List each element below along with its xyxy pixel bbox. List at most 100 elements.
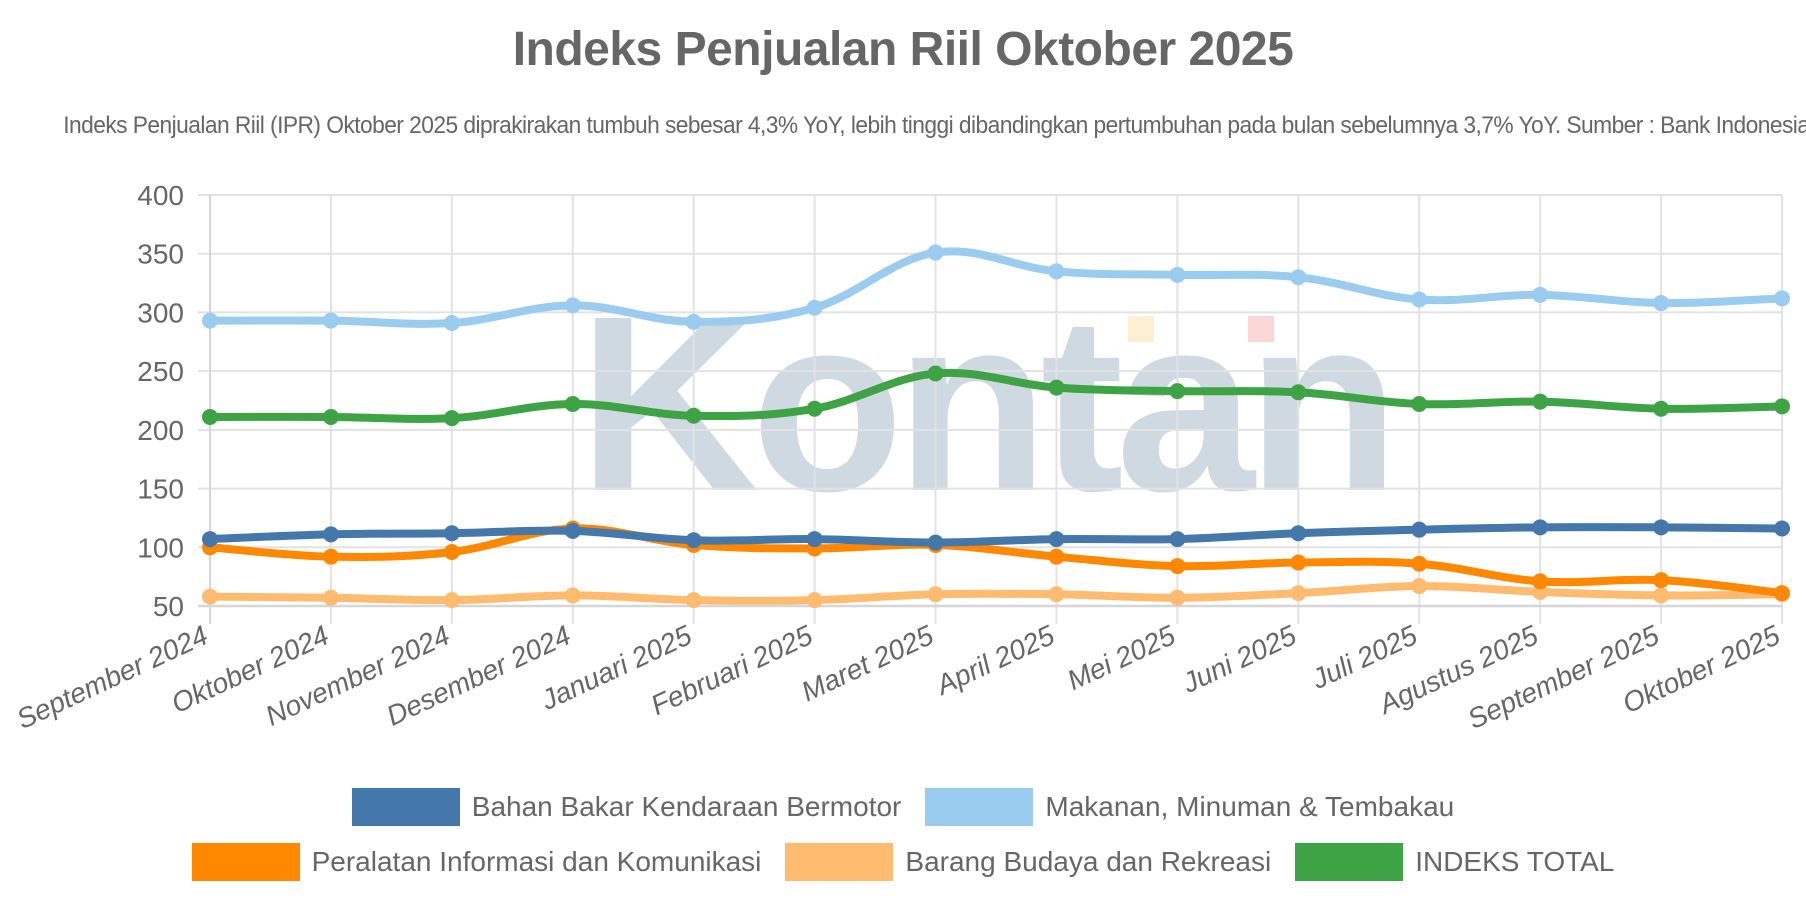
data-point[interactable] (685, 592, 702, 609)
data-point[interactable] (1774, 585, 1790, 602)
data-point[interactable] (685, 532, 702, 549)
legend-item-makanan[interactable]: Makanan, Minuman & Tembakau (925, 788, 1454, 826)
legend-item-barang-budaya[interactable]: Barang Budaya dan Rekreasi (785, 843, 1271, 881)
data-point[interactable] (322, 312, 339, 329)
data-point[interactable] (1048, 379, 1065, 396)
data-point[interactable] (1048, 531, 1065, 548)
data-point[interactable] (927, 365, 944, 382)
data-point[interactable] (1290, 554, 1307, 571)
data-point[interactable] (443, 592, 460, 609)
data-point[interactable] (322, 589, 339, 606)
data-point[interactable] (1169, 266, 1186, 283)
data-point[interactable] (1290, 525, 1307, 542)
y-tick-label: 400 (137, 180, 184, 211)
data-point[interactable] (1169, 531, 1186, 548)
y-tick-label: 150 (137, 474, 184, 505)
y-tick-label: 100 (137, 532, 184, 563)
data-point[interactable] (322, 548, 339, 565)
legend-item-indeks-total[interactable]: INDEKS TOTAL (1295, 843, 1614, 881)
data-point[interactable] (1048, 263, 1065, 280)
data-point[interactable] (806, 531, 823, 548)
legend-label: Barang Budaya dan Rekreasi (905, 846, 1272, 877)
data-point[interactable] (322, 408, 339, 425)
data-point[interactable] (1532, 519, 1549, 536)
data-point[interactable] (443, 314, 460, 331)
kontan-watermark: Kontan (579, 264, 1400, 543)
legend-item-bahan-bakar[interactable]: Bahan Bakar Kendaraan Bermotor (351, 788, 902, 826)
legend-item-peralatan[interactable]: Peralatan Informasi dan Komunikasi (191, 843, 762, 881)
data-point[interactable] (1290, 384, 1307, 401)
data-point[interactable] (564, 297, 581, 314)
data-point[interactable] (806, 400, 823, 417)
x-tick-label: Maret 2025 (797, 619, 939, 707)
data-point[interactable] (1774, 398, 1790, 415)
data-point[interactable] (322, 526, 339, 543)
y-tick-label: 50 (153, 591, 184, 622)
x-tick-label: Juni 2025 (1177, 619, 1301, 699)
y-axis: 50 100 150 200 250 300 350 400 (137, 180, 184, 622)
data-point[interactable] (1169, 558, 1186, 575)
data-point[interactable] (1169, 383, 1186, 400)
y-tick-label: 350 (137, 239, 184, 270)
chart-series (202, 244, 1790, 609)
data-point[interactable] (806, 592, 823, 609)
data-point[interactable] (1048, 586, 1065, 603)
data-point[interactable] (806, 299, 823, 316)
data-point[interactable] (927, 534, 944, 551)
data-point[interactable] (564, 587, 581, 604)
legend-row-2: Peralatan Informasi dan Komunikasi Baran… (0, 843, 1806, 881)
data-point[interactable] (443, 410, 460, 427)
series-indeks-total[interactable] (202, 365, 1790, 427)
data-point[interactable] (564, 522, 581, 539)
data-point[interactable] (1411, 578, 1428, 595)
data-point[interactable] (1653, 587, 1670, 604)
data-point[interactable] (685, 313, 702, 330)
legend-swatch (1295, 843, 1404, 881)
data-point[interactable] (1774, 290, 1790, 307)
data-point[interactable] (685, 407, 702, 424)
data-point[interactable] (1411, 396, 1428, 413)
legend-label: INDEKS TOTAL (1415, 846, 1615, 877)
data-point[interactable] (1411, 291, 1428, 308)
data-point[interactable] (1653, 295, 1670, 312)
data-point[interactable] (1532, 286, 1549, 303)
data-point[interactable] (1532, 393, 1549, 410)
data-point[interactable] (1653, 519, 1670, 536)
data-point[interactable] (1411, 521, 1428, 538)
legend-row-1: Bahan Bakar Kendaraan Bermotor Makanan, … (0, 788, 1806, 826)
legend-label: Makanan, Minuman & Tembakau (1045, 791, 1455, 822)
series-makanan-minuman-tembakau[interactable] (202, 244, 1790, 331)
data-point[interactable] (1774, 520, 1790, 537)
legend-swatch (351, 788, 460, 826)
data-point[interactable] (1653, 400, 1670, 417)
series-bahan-bakar-kendaraan-bermotor[interactable] (202, 519, 1790, 551)
legend-swatch (785, 843, 894, 881)
data-point[interactable] (443, 525, 460, 542)
data-point[interactable] (1532, 573, 1549, 590)
data-point[interactable] (202, 531, 218, 548)
data-point[interactable] (1290, 585, 1307, 602)
data-point[interactable] (1411, 555, 1428, 572)
data-point[interactable] (1290, 269, 1307, 286)
data-point[interactable] (202, 408, 218, 425)
data-point[interactable] (202, 588, 218, 605)
y-tick-label: 300 (137, 297, 184, 328)
legend-label: Peralatan Informasi dan Komunikasi (311, 846, 762, 877)
chart-subtitle: Indeks Penjualan Riil (IPR) Oktober 2025… (63, 112, 1806, 139)
y-tick-label: 200 (137, 415, 184, 446)
legend-label: Bahan Bakar Kendaraan Bermotor (471, 791, 902, 822)
data-point[interactable] (443, 543, 460, 560)
data-point[interactable] (1169, 589, 1186, 606)
data-point[interactable] (1048, 548, 1065, 565)
data-point[interactable] (1653, 572, 1670, 589)
x-tick-label: April 2025 (930, 619, 1060, 701)
data-point[interactable] (927, 586, 944, 603)
svg-text:Kontan: Kontan (579, 264, 1392, 543)
data-point[interactable] (927, 244, 944, 261)
x-tick-label: Mei 2025 (1062, 619, 1180, 696)
y-tick-label: 250 (137, 356, 184, 387)
data-point[interactable] (564, 396, 581, 413)
legend-swatch (925, 788, 1034, 826)
data-point[interactable] (202, 312, 218, 329)
